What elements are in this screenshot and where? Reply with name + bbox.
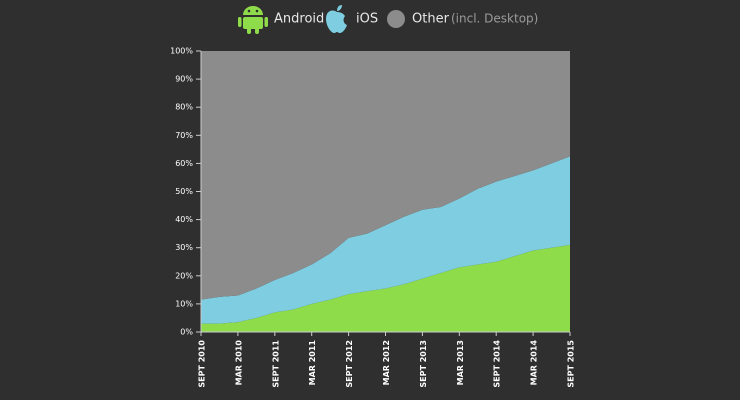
y-tick-label: 50% <box>175 187 193 196</box>
icon-eye <box>255 9 259 13</box>
area <box>201 156 570 324</box>
icon-eye <box>247 9 251 13</box>
y-tick-label: 90% <box>175 75 193 84</box>
icon-apple <box>326 10 347 34</box>
y-tick-label: 30% <box>175 243 193 252</box>
y-tick-label: 10% <box>175 299 193 308</box>
icon-leaf <box>337 5 342 11</box>
y-tick-label: 100% <box>170 47 193 56</box>
y-tick-label: 20% <box>175 271 193 280</box>
y-tick-label: 40% <box>175 215 193 224</box>
x-tick-label: SEPT 2014 <box>493 340 502 388</box>
icon-arm <box>238 17 242 27</box>
apple-icon <box>326 5 347 34</box>
x-tick-label: MAR 2014 <box>530 340 539 386</box>
legend-note: (incl. Desktop) <box>451 12 538 26</box>
x-tick-label: MAR 2011 <box>308 340 317 386</box>
legend-label: iOS <box>356 12 378 27</box>
legend-swatch <box>387 10 405 28</box>
icon-leg <box>255 27 259 34</box>
x-tick-label: SEPT 2015 <box>567 340 576 388</box>
y-tick-label: 70% <box>175 131 193 140</box>
x-tick-label: MAR 2010 <box>234 340 243 386</box>
x-tick-label: SEPT 2011 <box>271 340 280 388</box>
x-tick-label: SEPT 2013 <box>419 340 428 388</box>
icon-leg <box>247 27 251 34</box>
legend: Android iOS Other (incl. Desktop) <box>238 5 538 34</box>
y-tick-label: 80% <box>175 103 193 112</box>
x-tick-label: MAR 2013 <box>456 340 465 385</box>
x-tick-label: SEPT 2012 <box>345 340 354 388</box>
android-icon <box>238 6 268 34</box>
icon-head <box>243 6 263 15</box>
icon-arm <box>264 17 268 27</box>
legend-label: Other <box>412 12 450 27</box>
x-tick-label: MAR 2012 <box>382 340 391 385</box>
x-tick-label: SEPT 2010 <box>198 340 207 388</box>
y-tick-label: 0% <box>180 328 193 337</box>
y-tick-label: 60% <box>175 159 193 168</box>
icon-body <box>243 17 263 29</box>
area <box>201 51 570 300</box>
legend-label: Android <box>274 12 324 27</box>
